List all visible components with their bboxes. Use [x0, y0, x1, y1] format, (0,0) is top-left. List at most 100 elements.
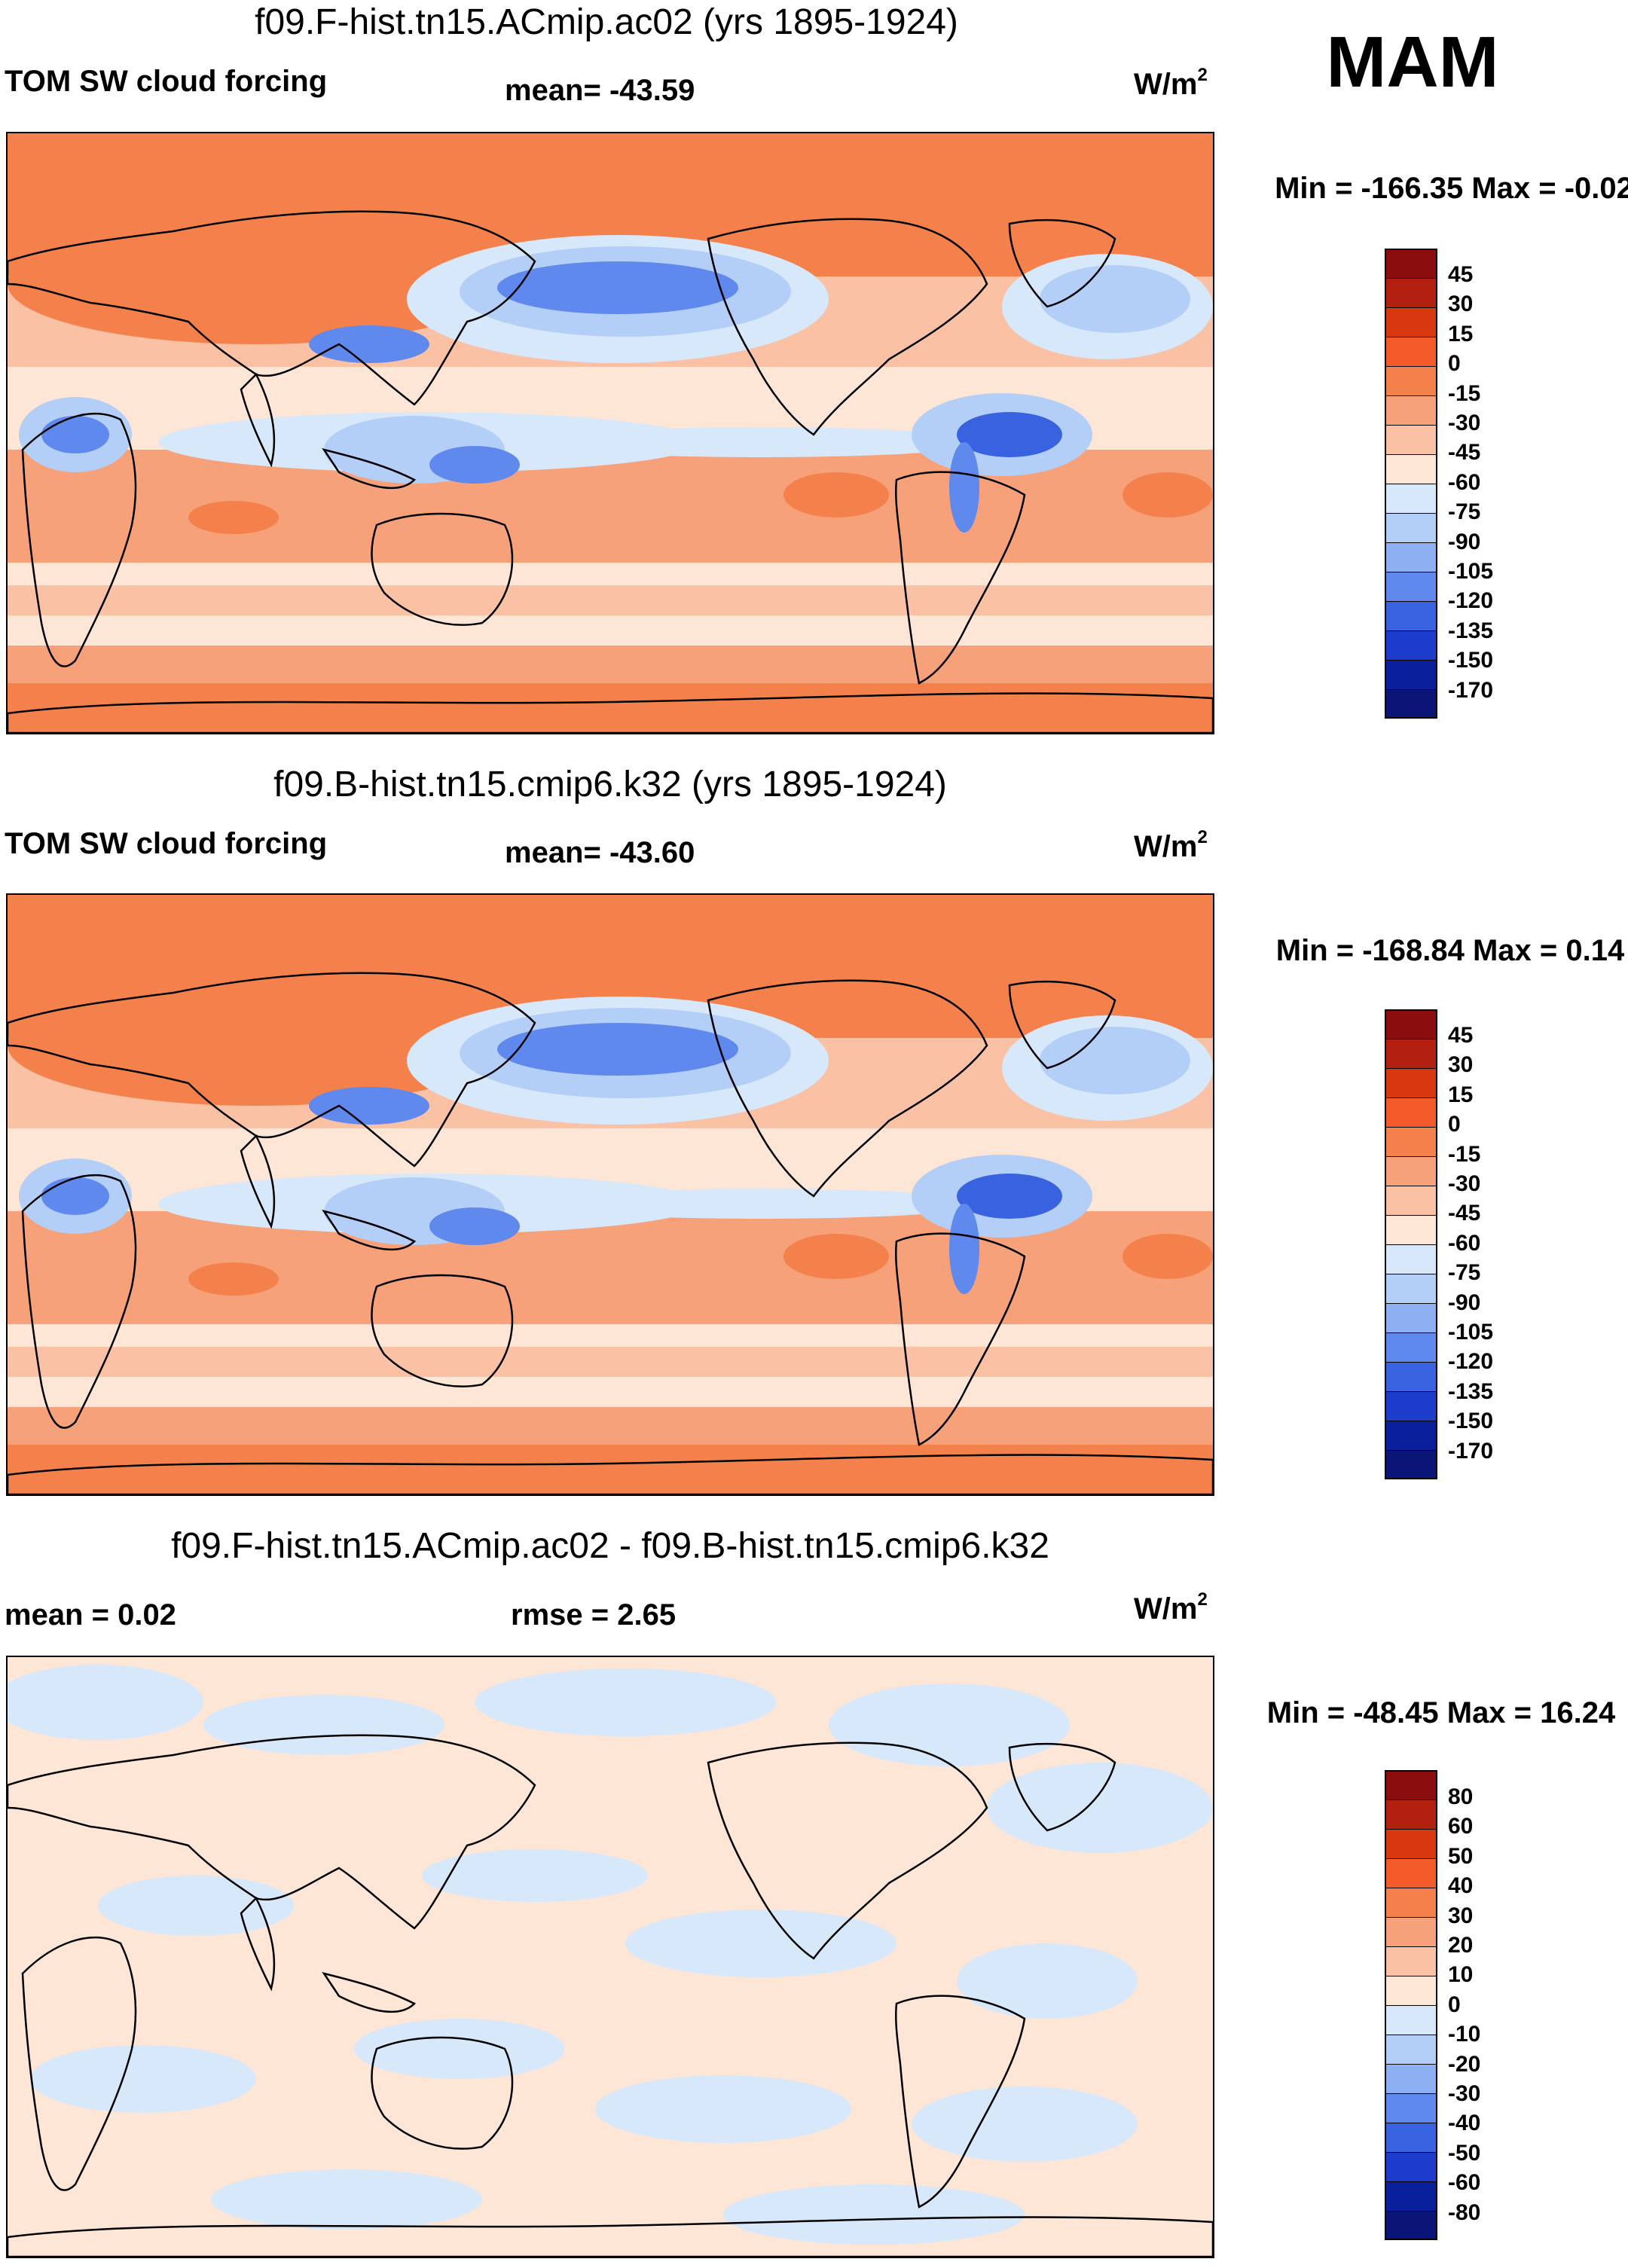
map-warm-region	[188, 1262, 279, 1296]
panel-3-rmse-label: rmse = 2.65	[511, 1598, 677, 1632]
colorbar-tick-label: -50	[1448, 2140, 1481, 2166]
colorbar-tick-label: -60	[1448, 1230, 1481, 1256]
colorbar-tick-label: 0	[1448, 1992, 1461, 2017]
colorbar-swatch	[1385, 2123, 1437, 2152]
colorbar-swatch	[1385, 1186, 1437, 1215]
colorbar-swatch	[1385, 337, 1437, 366]
panel-1-variable-label: TOM SW cloud forcing	[5, 65, 328, 98]
colorbar-tick-label: -90	[1448, 1290, 1481, 1315]
colorbar-tick-label: 80	[1448, 1784, 1474, 1809]
panel-2-variable-label: TOM SW cloud forcing	[5, 827, 328, 860]
panel-2-title: f09.B-hist.tn15.cmip6.k32 (yrs 1895-1924…	[273, 765, 947, 804]
colorbar-tick-label: 50	[1448, 1843, 1474, 1869]
map-blue-region	[957, 1943, 1138, 2019]
map-blue-region	[30, 2045, 256, 2113]
colorbar-swatch	[1385, 1421, 1437, 1450]
panel-2-mean-label: mean= -43.60	[505, 836, 695, 869]
colorbar-swatch	[1385, 2064, 1437, 2093]
colorbar-swatch	[1385, 1450, 1437, 1479]
colorbar-swatch	[1385, 425, 1437, 454]
map-blue-region	[8, 1665, 203, 1740]
colorbar-tick-label: -105	[1448, 559, 1494, 584]
map-warm-region	[1122, 472, 1213, 517]
colorbar-swatch	[1385, 1829, 1437, 1858]
panel-2-units: W/m2	[1134, 827, 1208, 863]
colorbar-swatch	[1385, 1156, 1437, 1186]
colorbar-swatch	[1385, 1888, 1437, 1917]
colorbar-swatch	[1385, 1858, 1437, 1888]
coastline	[8, 2216, 1213, 2257]
map-blue-region	[309, 325, 429, 363]
colorbar-tick-label: -120	[1448, 588, 1494, 614]
colorbar-tick-label: -135	[1448, 618, 1494, 643]
colorbar-tick-label: -75	[1448, 499, 1481, 525]
panel-1-colorbar	[1385, 249, 1437, 719]
coastline	[240, 1896, 276, 1992]
map-blue-region	[949, 442, 979, 533]
panel-1-minmax: Min = -166.35 Max = -0.02	[1275, 172, 1628, 205]
map-blue-region	[1040, 265, 1190, 333]
map-blue-region	[829, 1683, 1070, 1766]
coastline	[8, 210, 536, 406]
colorbar-swatch	[1385, 660, 1437, 689]
colorbar-swatch	[1385, 1917, 1437, 1946]
map-band	[8, 1407, 1213, 1445]
map-blue-region	[497, 261, 738, 314]
panel-1-units: W/m2	[1134, 65, 1208, 101]
coastline	[8, 1454, 1213, 1494]
coastline	[21, 1937, 137, 2191]
coastline	[371, 2036, 514, 2150]
coastline	[707, 979, 988, 1198]
colorbar-tick-label: -120	[1448, 1349, 1494, 1375]
panel-1-title: f09.F-hist.tn15.ACmip.ac02 (yrs 1895-192…	[255, 2, 958, 42]
coastline	[240, 372, 276, 468]
colorbar-swatch	[1385, 1391, 1437, 1421]
map-blue-region	[211, 2169, 482, 2230]
colorbar-swatch	[1385, 630, 1437, 660]
panel-3-title: f09.F-hist.tn15.ACmip.ac02 - f09.B-hist.…	[171, 1526, 1049, 1566]
map-land-region	[8, 224, 505, 344]
map-blue-region	[309, 1087, 429, 1125]
coastline	[894, 1995, 1026, 2208]
colorbar-tick-label: -30	[1448, 1171, 1481, 1196]
map-warm-region	[783, 1234, 889, 1279]
map-band	[8, 585, 1213, 615]
colorbar-swatch	[1385, 1362, 1437, 1391]
map-blue-region	[535, 1189, 987, 1219]
map-warm-region	[1122, 1234, 1213, 1279]
colorbar-tick-label: -30	[1448, 411, 1481, 435]
colorbar-swatch	[1385, 454, 1437, 484]
coastline	[8, 1734, 536, 1930]
colorbar-tick-label: -45	[1448, 440, 1481, 466]
colorbar-swatch	[1385, 395, 1437, 425]
colorbar-tick-label: -90	[1448, 529, 1481, 554]
coastline	[322, 448, 417, 490]
map-blue-region	[912, 2086, 1138, 2162]
panel-1-map	[6, 132, 1214, 734]
coastline	[707, 1741, 988, 1960]
map-blue-region	[949, 1204, 979, 1294]
colorbar-swatch	[1385, 1332, 1437, 1362]
map-blue-region	[98, 1876, 294, 1936]
coastline	[21, 1174, 137, 1429]
map-blue-region	[41, 1177, 109, 1215]
colorbar-tick-label: -75	[1448, 1260, 1481, 1286]
coastline	[894, 471, 1026, 685]
coastline	[322, 1210, 417, 1251]
colorbar-tick-label: -20	[1448, 2051, 1481, 2077]
map-blue-region	[429, 446, 520, 484]
coastline	[894, 1232, 1026, 1446]
colorbar-tick-label: 45	[1448, 262, 1474, 287]
map-blue-region	[595, 2075, 851, 2143]
colorbar-tick-label: -105	[1448, 1320, 1494, 1345]
colorbar-swatch	[1385, 513, 1437, 542]
panel-1-mean-label: mean= -43.59	[505, 74, 695, 107]
colorbar-swatch	[1385, 1097, 1437, 1127]
colorbar-swatch	[1385, 2093, 1437, 2123]
coastline	[1008, 1742, 1116, 1832]
map-blue-region	[957, 1174, 1062, 1219]
colorbar-swatch	[1385, 2005, 1437, 2034]
colorbar-swatch	[1385, 307, 1437, 337]
coastline	[707, 218, 988, 436]
coastline	[371, 512, 514, 626]
